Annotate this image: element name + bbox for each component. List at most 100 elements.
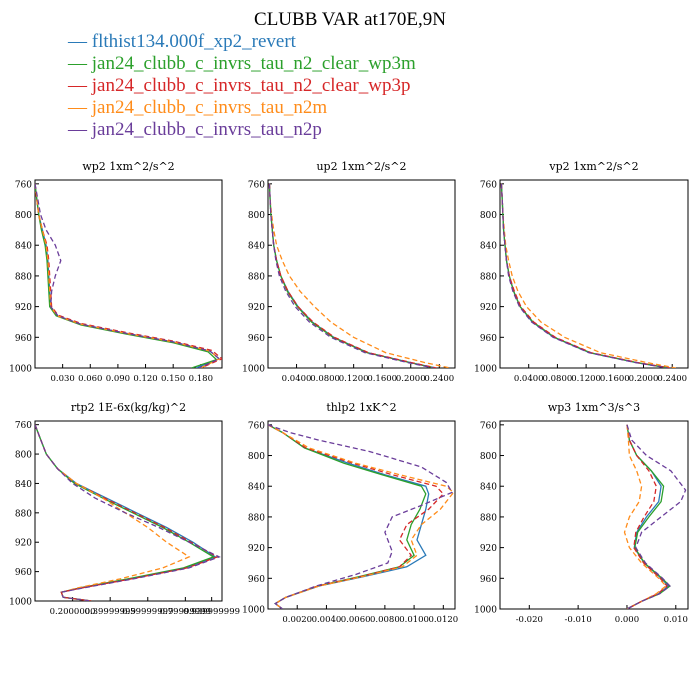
x-tick-label: 0.0080: [370, 615, 400, 625]
x-tick-label: 0.2000: [396, 374, 426, 384]
y-tick-label: 1000: [242, 365, 265, 375]
x-tick-label: 0.0040: [312, 615, 342, 625]
x-tick-label: -0.010: [565, 615, 592, 625]
y-tick-label: 800: [15, 211, 32, 221]
y-tick-label: 960: [480, 334, 497, 344]
series-line: [35, 183, 221, 368]
x-tick-label: 0.030: [50, 374, 74, 384]
x-tick-label: 0.1200: [339, 374, 369, 384]
y-tick-label: 760: [248, 180, 265, 190]
x-tick-label: 0.0020: [282, 615, 312, 625]
series-line: [268, 183, 436, 368]
x-tick-label: 0.0100: [399, 615, 429, 625]
chart-title: up2 1xm^2/s^2: [316, 160, 406, 173]
series-line: [500, 183, 671, 368]
series-line: [500, 183, 669, 368]
legend-marker: —: [68, 31, 87, 52]
plot-frame: [499, 420, 689, 610]
legend-label: jan24_clubb_c_invrs_tau_n2_clear_wp3m: [91, 53, 416, 74]
series-line: [268, 424, 454, 609]
y-tick-label: 960: [248, 334, 265, 344]
x-tick-label: 0.79999999: [160, 607, 211, 617]
series-line: [626, 424, 671, 609]
legend-marker: —: [68, 97, 87, 118]
x-tick-label: 0.1600: [367, 374, 397, 384]
plot-frame: [267, 420, 456, 610]
y-tick-label: 960: [15, 568, 32, 578]
x-tick-label: 0.59999999: [122, 607, 173, 617]
series-line: [268, 183, 436, 368]
series-line: [35, 424, 191, 601]
y-tick-label: 920: [248, 303, 265, 313]
legend-marker: —: [68, 53, 87, 74]
x-tick-label: 0.1200: [571, 374, 601, 384]
plot-frame: [34, 420, 223, 602]
x-tick-label: 0.39999999: [84, 607, 135, 617]
chart-panel: vp2 1xm^2/s^2 760 800 840 880 920 960 1000 0.040…: [474, 160, 689, 384]
y-tick-label: 880: [248, 513, 265, 523]
series-line: [500, 183, 676, 368]
x-tick-label: 0.180: [189, 374, 213, 384]
y-tick-label: 1000: [9, 365, 32, 375]
plot-frame: [34, 179, 223, 369]
y-tick-label: 960: [480, 575, 497, 585]
chart-title: thlp2 1xK^2: [326, 401, 396, 414]
y-tick-label: 840: [480, 483, 497, 493]
y-tick-label: 760: [15, 180, 32, 190]
y-tick-label: 920: [15, 303, 32, 313]
y-tick-label: 920: [15, 539, 32, 549]
x-tick-label: 0.0800: [543, 374, 573, 384]
series-line: [268, 183, 451, 368]
page-title: CLUBB VAR at170E,9N: [254, 9, 446, 30]
y-tick-label: 760: [480, 180, 497, 190]
y-tick-label: 960: [248, 575, 265, 585]
y-tick-label: 840: [248, 242, 265, 252]
x-tick-label: 0.060: [78, 374, 102, 384]
y-tick-label: 760: [248, 421, 265, 431]
y-tick-label: 840: [480, 242, 497, 252]
x-tick-label: 0.2400: [657, 374, 687, 384]
x-tick-label: 0.0060: [341, 615, 371, 625]
x-tick-label: 0.2000: [629, 374, 659, 384]
legend-item: — jan24_clubb_c_invrs_tau_n2_clear_wp3p: [68, 75, 416, 97]
x-tick-label: 0.939999999: [183, 607, 240, 617]
series-line: [626, 424, 687, 609]
series-line: [500, 183, 669, 368]
y-tick-label: 840: [15, 480, 32, 490]
plot-frame: [499, 179, 689, 369]
x-tick-label: 0.010: [664, 615, 688, 625]
legend: — flthist134.000f_xp2_revert — jan24_clu…: [68, 31, 416, 141]
legend-item: — jan24_clubb_c_invrs_tau_n2_clear_wp3m: [68, 53, 416, 75]
legend-marker: —: [68, 119, 87, 140]
chart-title: rtp2 1E-6x(kg/kg)^2: [71, 401, 186, 414]
y-tick-label: 1000: [242, 606, 265, 616]
y-tick-label: 880: [15, 272, 32, 282]
x-tick-label: -0.020: [516, 615, 543, 625]
chart-panel: rtp2 1E-6x(kg/kg)^2 760 800 840 880 920 960 100…: [9, 401, 240, 617]
y-tick-label: 920: [480, 303, 497, 313]
x-tick-label: 0.2000000: [50, 607, 96, 617]
x-tick-label: 0.0120: [428, 615, 458, 625]
y-tick-label: 920: [248, 544, 265, 554]
series-line: [268, 183, 437, 368]
legend-marker: —: [68, 75, 87, 96]
x-tick-label: 0.2400: [424, 374, 454, 384]
x-tick-label: 0.150: [161, 374, 185, 384]
series-line: [500, 183, 670, 368]
series-line: [35, 424, 221, 601]
chart-panel: wp3 1xm^3/s^3 760 800 840 880 920 960 1000 -0.02…: [474, 401, 689, 625]
y-tick-label: 960: [15, 334, 32, 344]
y-tick-label: 1000: [474, 606, 497, 616]
legend-label: flthist134.000f_xp2_revert: [91, 31, 296, 52]
series-line: [35, 183, 221, 368]
y-tick-label: 1000: [474, 365, 497, 375]
plot-frame: [267, 179, 456, 369]
legend-label: jan24_clubb_c_invrs_tau_n2p: [91, 119, 322, 140]
y-tick-label: 800: [480, 211, 497, 221]
y-tick-label: 880: [480, 272, 497, 282]
x-tick-label: 0.0800: [310, 374, 340, 384]
y-tick-label: 880: [15, 509, 32, 519]
x-tick-label: 0.0400: [514, 374, 544, 384]
series-line: [268, 183, 434, 368]
y-tick-label: 800: [248, 452, 265, 462]
